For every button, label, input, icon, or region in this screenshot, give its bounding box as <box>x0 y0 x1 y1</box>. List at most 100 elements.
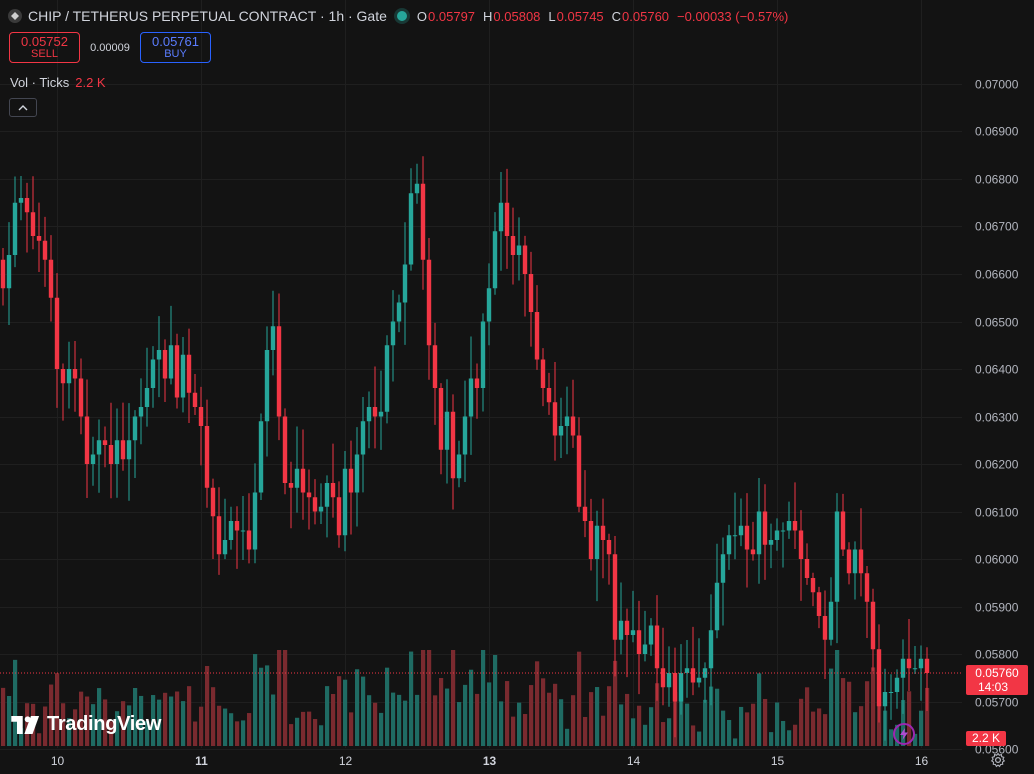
volume-bar <box>19 728 24 746</box>
volume-bar <box>313 719 318 746</box>
volume-bar <box>103 699 108 746</box>
volume-bar <box>295 717 300 746</box>
candle-down <box>372 407 378 417</box>
candle-down <box>876 649 882 707</box>
volume-bar <box>451 650 456 746</box>
tradingview-logo[interactable]: TradingView <box>11 713 161 736</box>
volume-bar <box>61 703 66 746</box>
candle-down <box>750 549 756 555</box>
volume-bar <box>469 669 474 746</box>
volume-bar <box>97 688 102 746</box>
candle-down <box>102 440 108 445</box>
candle-up <box>396 302 402 322</box>
volume-bar <box>427 650 432 746</box>
tradingview-logo-icon <box>11 715 40 734</box>
volume-bar <box>1 687 6 746</box>
volume-bar <box>271 694 276 746</box>
price-tick-label: 0.06500 <box>975 316 1019 330</box>
candle-down <box>822 616 828 640</box>
volume-bar <box>787 730 792 746</box>
tradingview-logo-text: TradingView <box>47 713 162 735</box>
volume-bar <box>631 718 636 746</box>
collapse-legend-button[interactable] <box>9 98 37 117</box>
time-tick-label: 13 <box>483 754 497 768</box>
symbol-title[interactable]: CHIP / TETHERUS PERPETUAL CONTRACT · 1h … <box>28 8 387 24</box>
candle-down <box>192 392 198 407</box>
candle-down <box>504 202 510 236</box>
candle-up <box>150 359 156 388</box>
volume-bar <box>229 713 234 746</box>
candle-up <box>222 540 228 555</box>
candle-down <box>30 212 36 236</box>
volume-bar <box>487 682 492 746</box>
volume-bar <box>613 660 618 746</box>
candle-up <box>618 620 624 640</box>
candle-down <box>300 468 306 493</box>
candle-up <box>480 321 486 388</box>
price-tick-label: 0.06600 <box>975 268 1019 282</box>
buy-button[interactable]: 0.05761 BUY <box>140 32 211 63</box>
volume-bar <box>73 709 78 746</box>
volume-bar <box>439 678 444 746</box>
candle-up <box>468 378 474 417</box>
volume-bar <box>853 712 858 746</box>
volume-bar <box>523 714 528 746</box>
sell-button[interactable]: 0.05752 SELL <box>9 32 80 63</box>
candle-up <box>738 525 744 536</box>
candle-up <box>252 492 258 550</box>
candle-up <box>408 193 414 265</box>
ohlc-low: L0.05745 <box>548 8 604 24</box>
volume-bar <box>727 720 732 746</box>
candle-up <box>270 326 276 350</box>
volume-bar <box>889 729 894 746</box>
candle-down <box>546 388 552 403</box>
buy-price: 0.05761 <box>152 33 199 49</box>
candle-up <box>684 668 690 673</box>
volume-bar <box>199 706 204 746</box>
candle-up <box>414 183 420 194</box>
volume-bar <box>457 702 462 746</box>
volume-bar <box>715 688 720 746</box>
candlesticks <box>0 156 930 741</box>
candle-up <box>912 668 918 670</box>
candle-down <box>198 407 204 426</box>
time-tick-label: 11 <box>195 754 208 768</box>
volume-bar <box>571 695 576 746</box>
candle-up <box>90 454 96 464</box>
ohlc-open: O0.05797 <box>416 8 476 24</box>
volume-bar <box>775 702 780 746</box>
volume-bar <box>535 661 540 746</box>
volume-bar <box>319 725 324 746</box>
candle-down <box>60 369 66 384</box>
volume-bar <box>517 702 522 746</box>
candle-up <box>156 350 162 360</box>
volume-bar <box>355 669 360 746</box>
candle-down <box>600 525 606 540</box>
volume-bar <box>67 718 72 746</box>
candle-up <box>918 658 924 669</box>
volume-legend[interactable]: Vol · Ticks 2.2 K <box>10 75 106 90</box>
lightning-bolt-icon[interactable] <box>893 723 915 745</box>
volume-bar <box>823 714 828 746</box>
candle-up <box>828 601 834 640</box>
candle-down <box>108 445 114 464</box>
candle-down <box>654 625 660 669</box>
volume-bar <box>817 708 822 746</box>
volume-bar <box>139 695 144 746</box>
volume-bar <box>241 720 246 746</box>
volume-bar <box>829 668 834 746</box>
gear-icon[interactable] <box>990 752 1006 768</box>
volume-bar <box>721 710 726 746</box>
volume-bar <box>595 687 600 746</box>
volume-bar <box>649 707 654 746</box>
volume-bar <box>925 687 930 746</box>
candle-down <box>432 345 438 388</box>
volume-bar <box>919 710 924 746</box>
candle-down <box>426 259 432 346</box>
volume-bar <box>253 654 258 746</box>
last-price-tag <box>966 665 1028 695</box>
volume-bar <box>475 693 480 746</box>
volume-bar <box>307 711 312 746</box>
spread-value: 0.00009 <box>90 41 130 54</box>
